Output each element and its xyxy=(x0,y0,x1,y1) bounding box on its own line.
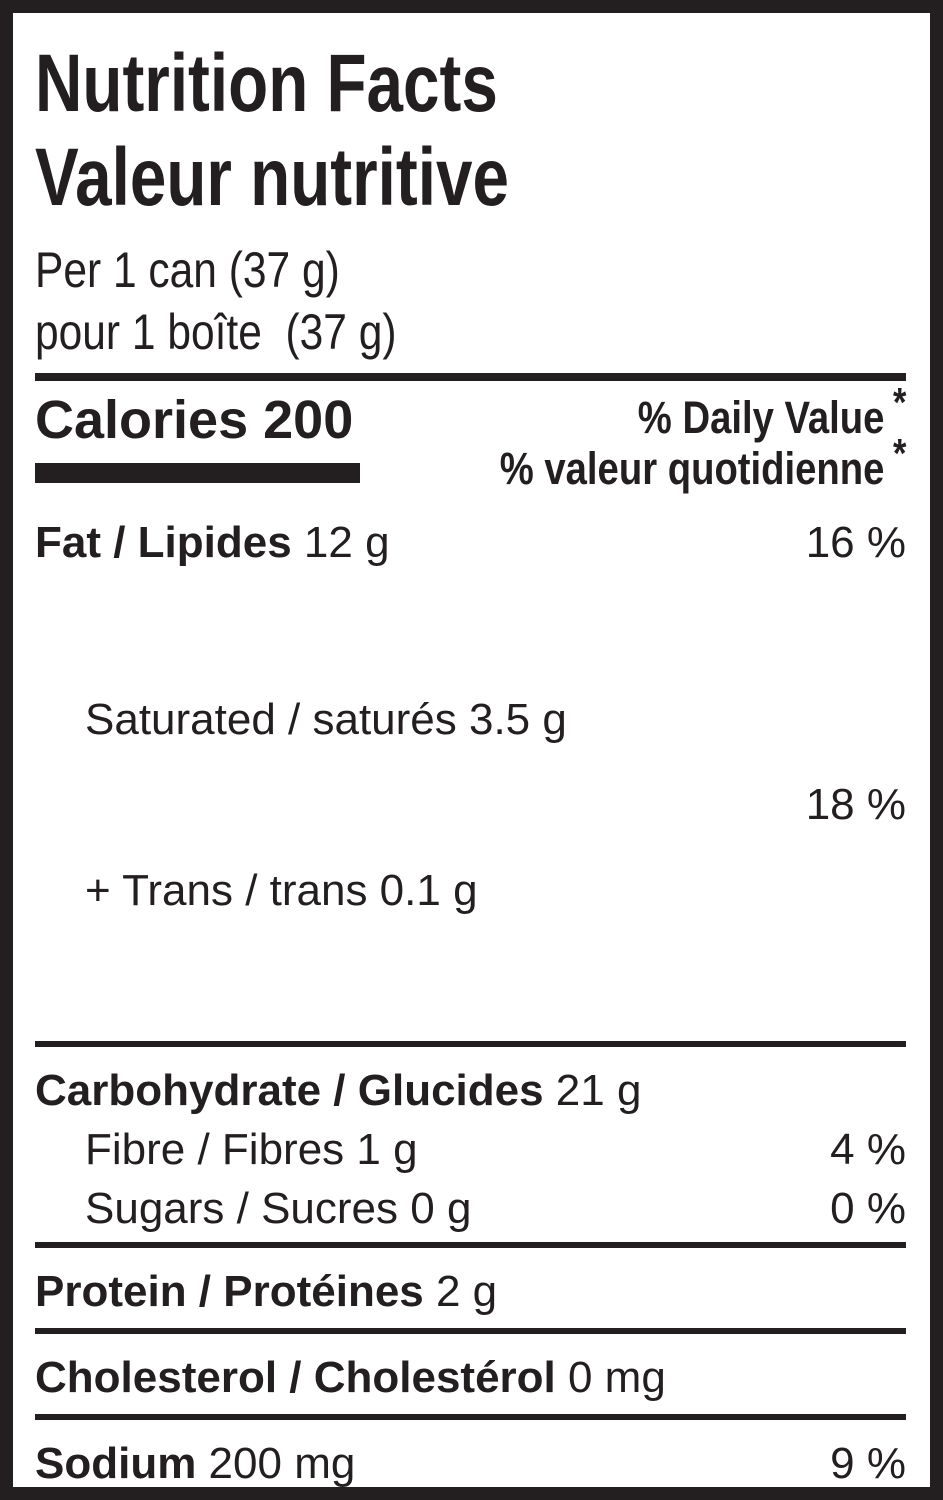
sugars-daily-value: 0 % xyxy=(830,1183,906,1233)
title-english: Nutrition Facts xyxy=(35,38,498,129)
separator-rule-cholesterol xyxy=(35,1413,906,1420)
row-sodium: Sodium 200 mg 9 % xyxy=(35,1438,906,1488)
sugars-label: Sugars / Sucres 0 g xyxy=(85,1183,472,1233)
daily-value-header-english: % Daily Value * xyxy=(499,379,906,444)
calories-label: Calories xyxy=(35,389,249,450)
cholesterol-label-bold: Cholesterol / Cholestérol xyxy=(35,1352,556,1402)
title-french: Valeur nutritive xyxy=(35,131,509,223)
serving-size-french: pour 1 boîte (37 g) xyxy=(35,303,397,360)
calories-space xyxy=(248,390,263,450)
fat-label: Fat / Lipides 12 g xyxy=(35,517,390,567)
row-saturated-trans: Saturated / saturés 3.5 g + Trans / tran… xyxy=(35,577,906,1033)
carbohydrate-label-bold: Carbohydrate / Glucides xyxy=(35,1065,544,1115)
separator-rule-protein xyxy=(35,1327,906,1334)
fibre-daily-value: 4 % xyxy=(830,1124,906,1174)
calories-block: Calories 200 xyxy=(35,393,360,483)
row-fat: Fat / Lipides 12 g 16 % xyxy=(35,517,906,567)
row-fibre: Fibre / Fibres 1 g 4 % xyxy=(35,1124,906,1174)
calories-section: Calories 200 % Daily Value * % valeur quo… xyxy=(35,379,906,495)
fat-label-bold: Fat / Lipides xyxy=(35,517,292,567)
separator-rule-header xyxy=(35,372,906,381)
cholesterol-amount: 0 mg xyxy=(555,1352,666,1402)
row-sugars: Sugars / Sucres 0 g 0 % xyxy=(35,1183,906,1233)
protein-label: Protein / Protéines 2 g xyxy=(35,1266,498,1316)
row-protein: Protein / Protéines 2 g xyxy=(35,1266,906,1316)
carbohydrate-label: Carbohydrate / Glucides 21 g xyxy=(35,1065,642,1115)
protein-amount: 2 g xyxy=(423,1266,498,1316)
fibre-label: Fibre / Fibres 1 g xyxy=(85,1124,418,1174)
trans-label: + Trans / trans 0.1 g xyxy=(85,865,478,915)
calories-line: Calories 200 xyxy=(35,393,360,447)
row-cholesterol: Cholesterol / Cholestérol 0 mg xyxy=(35,1352,906,1402)
separator-rule-carbohydrate xyxy=(35,1241,906,1248)
asterisk-daily-value-fr: * xyxy=(892,429,906,476)
daily-value-header-fr-text: % valeur quotidienne xyxy=(499,442,885,494)
serving-size-english: Per 1 can (37 g) xyxy=(35,241,340,298)
daily-value-header-en-text: % Daily Value xyxy=(637,391,885,443)
separator-rule-fat xyxy=(35,1040,906,1047)
calories-underline-bar xyxy=(35,462,360,483)
fat-amount: 12 g xyxy=(291,517,390,567)
sodium-label: Sodium 200 mg xyxy=(35,1438,356,1488)
fat-daily-value: 16 % xyxy=(805,517,906,567)
carbohydrate-amount: 21 g xyxy=(543,1065,642,1115)
daily-value-header-french: % valeur quotidienne * xyxy=(499,430,906,495)
protein-label-bold: Protein / Protéines xyxy=(35,1266,424,1316)
saturated-label: Saturated / saturés 3.5 g xyxy=(85,694,567,744)
cholesterol-label: Cholesterol / Cholestérol 0 mg xyxy=(35,1352,666,1402)
sodium-daily-value: 9 % xyxy=(830,1438,906,1488)
sodium-label-bold: Sodium xyxy=(35,1438,197,1488)
asterisk-daily-value-en: * xyxy=(892,378,906,425)
daily-value-header: % Daily Value * % valeur quotidienne * xyxy=(499,379,906,495)
calories-value: 200 xyxy=(263,389,354,450)
saturated-trans-daily-value: 18 % xyxy=(805,779,906,829)
saturated-trans-lines: Saturated / saturés 3.5 g + Trans / tran… xyxy=(35,577,567,1033)
sodium-amount: 200 mg xyxy=(196,1438,356,1488)
row-carbohydrate: Carbohydrate / Glucides 21 g xyxy=(35,1065,906,1115)
